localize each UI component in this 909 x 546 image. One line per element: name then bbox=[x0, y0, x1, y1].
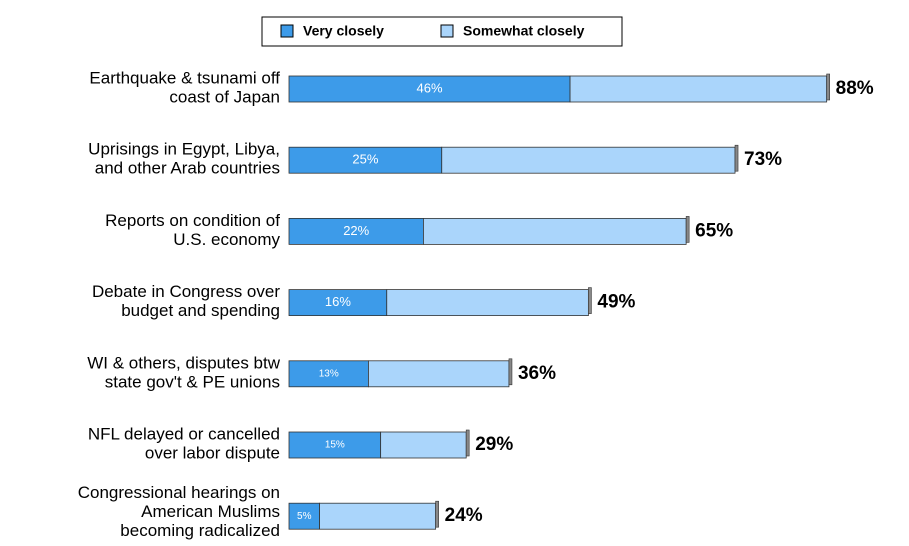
bar-segment bbox=[569, 75, 828, 103]
category-label: Earthquake & tsunami off coast of Japan bbox=[89, 69, 280, 107]
category-line: Debate in Congress over bbox=[92, 283, 280, 302]
segment-label: 22% bbox=[343, 223, 369, 238]
bar-segment bbox=[288, 289, 388, 317]
category-line: budget and spending bbox=[121, 302, 280, 321]
category-label: WI & others, disputes btw state gov't & P… bbox=[87, 354, 280, 392]
legend-label: Very closely bbox=[303, 23, 384, 39]
bar-edge bbox=[508, 358, 513, 386]
total-label: 24% bbox=[445, 505, 483, 526]
category-label: NFL delayed or cancelled over labor dispu… bbox=[88, 425, 280, 463]
bar-segment bbox=[441, 146, 736, 174]
bar-segment bbox=[368, 360, 510, 388]
bar-segment bbox=[288, 360, 369, 388]
category-label: Debate in Congress over budget and spendi… bbox=[92, 283, 280, 321]
bar-segment bbox=[319, 502, 437, 530]
bar-segment bbox=[423, 217, 687, 245]
total-label: 88% bbox=[836, 78, 874, 99]
category-line: NFL delayed or cancelled bbox=[88, 425, 280, 444]
bar-edge bbox=[734, 144, 739, 172]
bar-segment bbox=[288, 431, 382, 459]
category-line: Uprisings in Egypt, Libya, bbox=[88, 140, 280, 159]
bar-segment bbox=[288, 75, 571, 103]
segment-label: 46% bbox=[417, 80, 443, 95]
category-line: becoming radicalized bbox=[120, 522, 280, 541]
total-label: 29% bbox=[475, 434, 513, 455]
category-label: Uprisings in Egypt, Libya, and other Arab… bbox=[88, 140, 280, 178]
total-label: 36% bbox=[518, 363, 556, 384]
segment-label: 25% bbox=[352, 152, 378, 167]
total-label: 49% bbox=[597, 292, 635, 313]
bar-segment bbox=[386, 289, 589, 317]
category-label: Congressional hearings on American Muslim… bbox=[78, 484, 280, 541]
bar-segment bbox=[380, 431, 467, 459]
total-label: 65% bbox=[695, 220, 733, 241]
bar-edge bbox=[685, 216, 690, 243]
segment-label: 16% bbox=[325, 294, 351, 309]
total-label: 73% bbox=[744, 149, 782, 170]
category-line: American Muslims bbox=[141, 503, 280, 522]
segment-label: 15% bbox=[325, 440, 345, 451]
category-label: Reports on condition of U.S. economy bbox=[105, 211, 280, 249]
category-line: WI & others, disputes btw bbox=[87, 354, 280, 373]
legend-swatch bbox=[440, 24, 454, 38]
category-line: Earthquake & tsunami off bbox=[89, 69, 280, 88]
category-line: over labor dispute bbox=[145, 444, 280, 463]
category-line: Reports on condition of bbox=[105, 211, 280, 230]
bar-segment bbox=[288, 146, 443, 174]
bar-edge bbox=[435, 500, 439, 528]
bar-edge bbox=[588, 287, 592, 314]
legend-swatch bbox=[280, 24, 294, 38]
legend-label: Somewhat closely bbox=[463, 23, 585, 39]
category-line: Congressional hearings on bbox=[78, 484, 280, 503]
bar-edge bbox=[826, 73, 830, 101]
category-line: and other Arab countries bbox=[95, 159, 280, 178]
category-line: U.S. economy bbox=[173, 230, 280, 249]
bar-segment bbox=[288, 502, 320, 530]
category-line: coast of Japan bbox=[169, 88, 280, 107]
segment-label: 13% bbox=[319, 368, 339, 379]
bar-edge bbox=[465, 429, 470, 457]
segment-label: 5% bbox=[297, 511, 312, 522]
category-line: state gov't & PE unions bbox=[105, 373, 280, 392]
